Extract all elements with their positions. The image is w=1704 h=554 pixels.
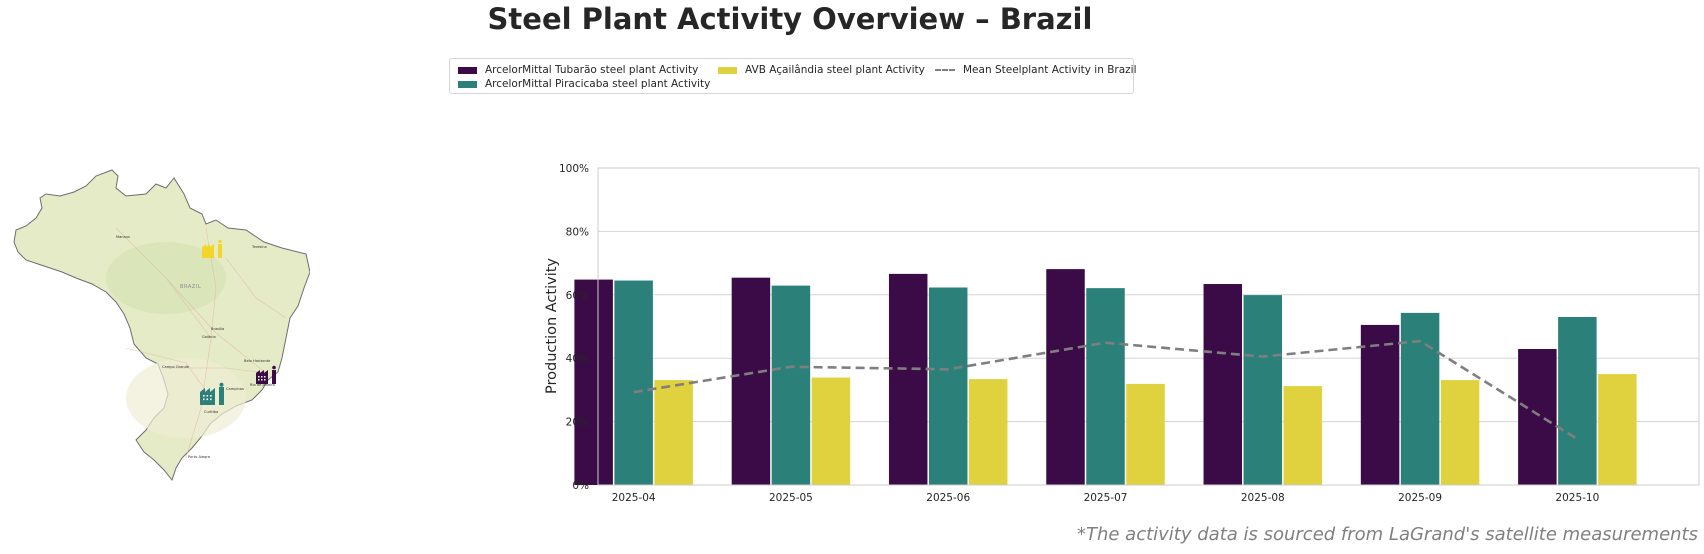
x-tick-label: 2025-08 (1241, 492, 1285, 504)
bar-aailndia-2025-05 (811, 377, 851, 485)
bar-tubaro-2025-05 (731, 277, 771, 485)
bar-aailndia-2025-04 (654, 380, 693, 485)
brazil-map: Manaus Teresina Brasília Goiânia Campo G… (6, 168, 310, 486)
bar-tubaro-2025-04 (574, 279, 613, 485)
map-city-label: Campinas (226, 387, 244, 391)
footnote: *The activity data is sourced from LaGra… (1076, 524, 1698, 545)
map-city-label: Manaus (116, 235, 130, 239)
bar-tubaro-2025-06 (888, 273, 928, 485)
map-city-label: Goiânia (202, 335, 216, 339)
bar-aailndia-2025-09 (1440, 380, 1480, 485)
legend-label: AVB Açailândia steel plant Activity (745, 64, 925, 76)
bar-aailndia-2025-07 (1126, 383, 1165, 485)
bar-piracicaba-2025-07 (1086, 288, 1125, 485)
x-tick-label: 2025-06 (926, 492, 970, 504)
factory-icon-piracicaba (200, 382, 224, 405)
chart-title: Steel Plant Activity Overview – Brazil (487, 2, 1093, 36)
y-tick-label: 40% (566, 353, 589, 365)
map-city-label: Belo Horizonte (244, 359, 271, 363)
map-city-label: Rio de Janeiro (250, 383, 275, 387)
bar-tubaro-2025-09 (1360, 324, 1400, 485)
y-tick-label: 100% (559, 163, 589, 175)
y-tick-label: 20% (566, 417, 589, 429)
legend-swatch-acailandia (718, 66, 737, 74)
y-tick-label: 60% (566, 290, 589, 302)
legend-item-piracicaba: ArcelorMittal Piracicaba steel plant Act… (458, 78, 710, 90)
legend-item-mean: Mean Steelplant Activity in Brazil (935, 64, 1137, 76)
map-labels: Manaus Teresina Brasília Goiânia Campo G… (116, 235, 275, 459)
map-city-label: Teresina (251, 245, 267, 249)
legend-label: ArcelorMittal Piracicaba steel plant Act… (485, 78, 711, 90)
bars-layer (574, 269, 1637, 485)
x-tick-label: 2025-07 (1084, 492, 1128, 504)
axes-layer: 0% 20% 40% 60% 80% 100% 2025-04 2025-05 2025-06 2… (559, 163, 1700, 504)
x-tick-label: 2025-05 (769, 492, 813, 504)
bar-tubaro-2025-08 (1203, 284, 1243, 485)
bar-piracicaba-2025-08 (1243, 295, 1283, 485)
line-layer (633, 339, 1579, 441)
legend-dash-mean (935, 69, 955, 71)
map-city-label: Curitiba (204, 410, 218, 414)
bar-aailndia-2025-08 (1283, 386, 1323, 485)
bar-piracicaba-2025-10 (1558, 316, 1597, 485)
y-tick-label: 80% (566, 226, 589, 238)
y-tick-label: 0% (572, 480, 589, 492)
bar-piracicaba-2025-04 (614, 280, 653, 485)
map-roads (115, 227, 287, 459)
legend-label: ArcelorMittal Tubarão steel plant Activi… (485, 64, 699, 76)
x-tick-label: 2025-04 (612, 492, 656, 504)
x-tick-label: 2025-10 (1555, 492, 1599, 504)
y-axis-label: Production Activity (544, 258, 560, 394)
map-city-label: Campo Grande (162, 365, 190, 369)
legend-swatch-tubarao (458, 66, 477, 74)
bar-piracicaba-2025-09 (1400, 312, 1440, 485)
legend-item-tubarao: ArcelorMittal Tubarão steel plant Activi… (458, 64, 698, 76)
map-terrain (126, 358, 246, 438)
legend-label: Mean Steelplant Activity in Brazil (963, 64, 1137, 76)
map-city-label: Brasília (211, 327, 224, 331)
bar-aailndia-2025-06 (968, 379, 1008, 485)
bar-aailndia-2025-10 (1598, 374, 1637, 485)
x-tick-label: 2025-09 (1398, 492, 1442, 504)
legend: ArcelorMittal Tubarão steel plant Activi… (449, 58, 1137, 94)
bar-piracicaba-2025-05 (771, 285, 811, 485)
bar-tubaro-2025-07 (1046, 269, 1085, 485)
bar-piracicaba-2025-06 (928, 287, 968, 485)
factory-icon-acailandia (202, 239, 222, 258)
map-country-label: BRAZIL (180, 284, 201, 290)
axes-frame (597, 167, 1700, 486)
legend-swatch-piracicaba (458, 80, 477, 88)
legend-item-acailandia: AVB Açailândia steel plant Activity (718, 64, 925, 76)
map-city-label: Porto Alegre (188, 455, 211, 459)
factory-icon-tubarao (256, 365, 276, 384)
bar-tubaro-2025-10 (1518, 349, 1557, 485)
